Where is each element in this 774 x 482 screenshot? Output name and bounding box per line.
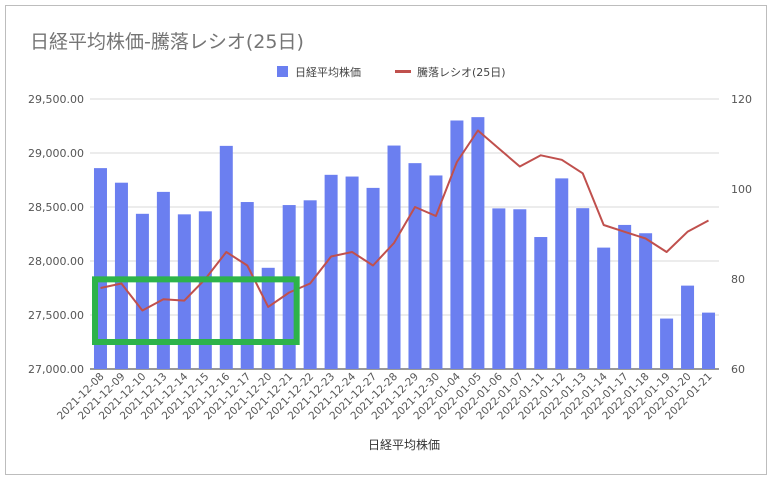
bar [366,187,380,369]
y-right-tick-label: 80 [731,273,745,286]
bar [282,205,296,369]
y-right-tick-label: 120 [731,93,752,106]
bar [597,247,611,369]
y-left-tick-label: 28,500.00 [28,201,84,214]
bar [534,237,548,369]
bar [639,233,653,369]
legend: 日経平均株価 騰落レシオ(25日) [277,65,506,79]
gridlines [90,98,719,370]
bar-series [93,117,716,369]
x-axis-labels: 2021-12-082021-12-092021-12-102021-12-13… [55,370,715,422]
bar [702,312,716,369]
y-left-tick-label: 29,000.00 [28,147,84,160]
bar [660,318,674,369]
bar [681,285,695,369]
y-axis-left: 27,000.00 27,500.00 28,000.00 28,500.00 29,0… [28,93,84,376]
line-series [100,129,709,312]
y-left-tick-label: 29,500.00 [28,93,84,106]
bar [240,202,254,369]
line-path [100,129,709,312]
y-left-tick-label: 27,000.00 [28,363,84,376]
bar [429,175,443,369]
legend-swatch-line [395,70,411,73]
legend-swatch-bar [277,66,288,77]
bar [177,214,191,369]
bar [513,209,527,369]
y-left-tick-label: 28,000.00 [28,255,84,268]
chart-title: 日経平均株価-騰落レシオ(25日) [30,31,304,53]
legend-label-line: 騰落レシオ(25日) [417,65,506,79]
bar [492,208,506,369]
y-left-tick-label: 27,500.00 [28,309,84,322]
highlight-box [92,276,300,345]
bar [114,182,128,369]
bar [471,117,485,369]
bar [261,267,275,369]
bar [198,211,212,369]
bar [408,163,422,369]
y-axis-right: 60 80 100 120 [731,93,752,376]
legend-label-bar: 日経平均株価 [295,65,361,79]
annotation [92,276,300,345]
bar [303,200,317,369]
bar [219,145,233,369]
bar [345,176,359,369]
bar [324,174,338,369]
bar [576,208,590,369]
y-right-tick-label: 100 [731,183,752,196]
bar [450,120,464,369]
x-axis-title: 日経平均株価 [368,437,440,452]
bar [135,213,149,369]
bar [618,224,632,369]
y-right-tick-label: 60 [731,363,745,376]
bar [387,145,401,369]
bar [555,178,569,369]
